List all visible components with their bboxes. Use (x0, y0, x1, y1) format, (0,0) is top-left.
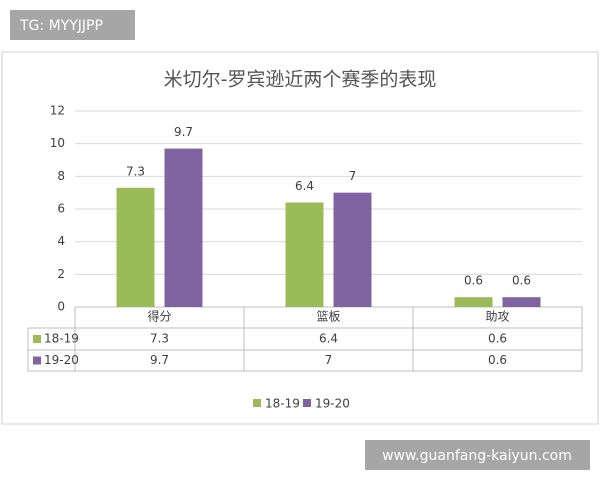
bar (502, 297, 541, 307)
value-label: 9.7 (174, 125, 193, 139)
bar (285, 202, 324, 307)
table-legend-key (33, 335, 41, 343)
table-series-label: 18-19 (44, 332, 79, 346)
bar (333, 192, 372, 307)
table-cell: 7.3 (150, 332, 169, 346)
value-label: 0.6 (464, 274, 483, 288)
x-tick-label: 篮板 (316, 309, 340, 324)
table-cell: 7 (325, 353, 333, 367)
watermark: www.guanfang-kaiyun.com (382, 448, 572, 464)
table-cell: 0.6 (488, 332, 507, 346)
value-label: 0.6 (512, 274, 531, 288)
value-label: 7.3 (126, 164, 145, 178)
legend-key (253, 399, 261, 407)
table-legend-key (33, 356, 41, 365)
watermark: TG: MYYJJPP (19, 18, 103, 34)
value-label: 7 (349, 169, 357, 183)
watermark-box (10, 10, 135, 40)
chart-title: 米切尔-罗宾逊近两个赛季的表现 (164, 69, 437, 91)
table-cell: 0.6 (488, 353, 507, 367)
x-tick-label: 得分 (147, 309, 171, 324)
y-tick-label: 6 (57, 202, 65, 216)
y-tick-label: 2 (57, 267, 65, 281)
y-tick-label: 8 (57, 169, 65, 183)
bar (164, 148, 203, 307)
y-tick-label: 4 (57, 234, 65, 248)
y-tick-label: 10 (50, 136, 65, 150)
table-series-label: 19-20 (44, 353, 79, 367)
table-cell: 6.4 (319, 332, 338, 346)
bar (116, 187, 155, 307)
y-tick-label: 0 (57, 300, 65, 314)
y-tick-label: 12 (50, 104, 65, 118)
x-tick-label: 助攻 (485, 310, 509, 324)
legend-key (303, 399, 311, 407)
watermark-box (365, 440, 590, 470)
bar (454, 297, 493, 307)
legend-label: 19-20 (315, 397, 350, 411)
table-cell: 9.7 (150, 353, 169, 367)
legend-label: 18-19 (265, 397, 300, 411)
value-label: 6.4 (295, 179, 314, 193)
